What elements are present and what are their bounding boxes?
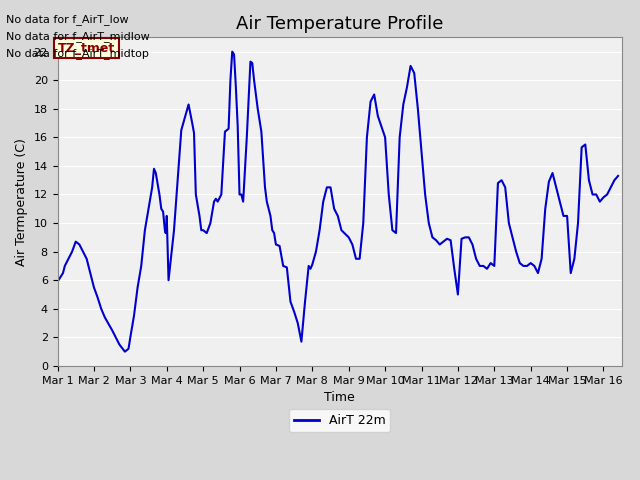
Legend: AirT 22m: AirT 22m <box>289 409 390 432</box>
Title: Air Temperature Profile: Air Temperature Profile <box>236 15 444 33</box>
Y-axis label: Air Termperature (C): Air Termperature (C) <box>15 138 28 265</box>
X-axis label: Time: Time <box>324 391 355 404</box>
Text: No data for f_AirT_midtop: No data for f_AirT_midtop <box>6 48 149 59</box>
Text: No data for f_AirT_midlow: No data for f_AirT_midlow <box>6 31 150 42</box>
Text: TZ_tmet: TZ_tmet <box>58 42 115 55</box>
Text: No data for f_AirT_low: No data for f_AirT_low <box>6 14 129 25</box>
